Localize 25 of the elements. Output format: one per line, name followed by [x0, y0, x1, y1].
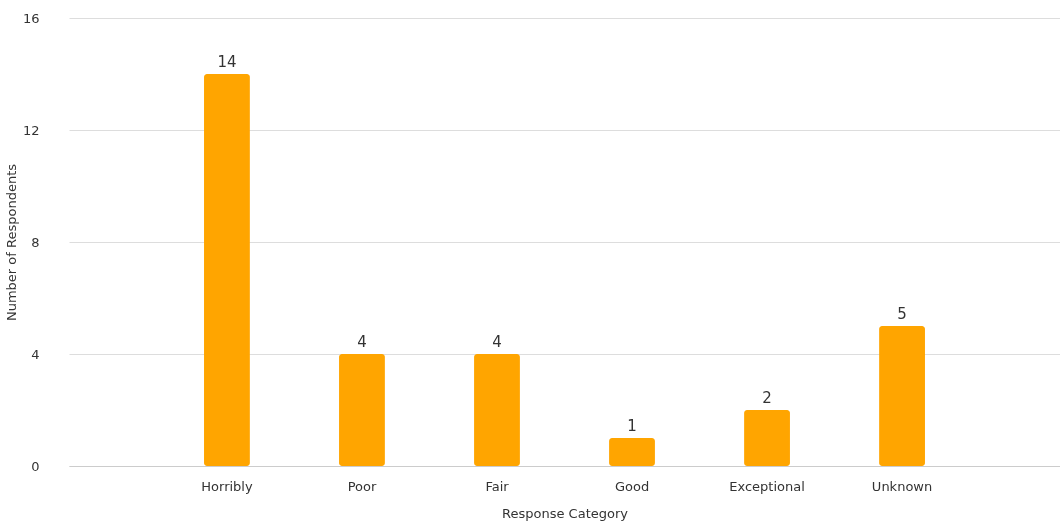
y-tick-label: 16	[22, 10, 40, 26]
bar	[744, 410, 790, 466]
data-label: 5	[897, 305, 907, 323]
y-axis-title: Number of Respondents	[3, 163, 19, 322]
y-tick-label: 12	[22, 122, 40, 138]
bar	[609, 438, 655, 466]
x-tick-label: Poor	[347, 478, 377, 494]
x-tick-label: Exceptional	[729, 478, 805, 494]
x-tick-label: Unknown	[871, 478, 933, 494]
x-tick-label: Horribly	[201, 478, 253, 494]
data-label: 14	[217, 53, 237, 71]
y-tick-label: 8	[31, 234, 40, 250]
x-tick-label: Fair	[485, 478, 510, 494]
bar	[879, 326, 925, 466]
bar	[474, 354, 520, 466]
bar	[339, 354, 385, 466]
x-tick-label: Good	[614, 478, 650, 494]
data-label: 4	[357, 333, 367, 351]
y-tick-label: 0	[31, 458, 40, 474]
bar	[204, 74, 250, 466]
data-label: 1	[627, 417, 637, 435]
data-label: 4	[492, 333, 502, 351]
y-tick-label: 4	[31, 346, 40, 362]
data-label: 2	[762, 389, 772, 407]
x-axis-title: Response Category	[502, 505, 629, 521]
